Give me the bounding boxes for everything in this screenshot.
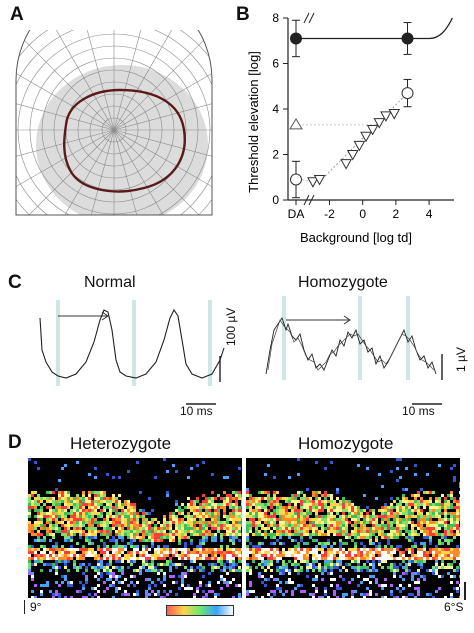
weber-line [319,92,408,183]
grid-spoke [16,49,115,131]
y-tick-label: 4 [272,102,279,116]
arrowhead [101,311,109,321]
grid-spoke [113,129,156,215]
grid-spoke [113,88,212,131]
oct-image-heterozygote [28,458,242,598]
grid-spoke [16,129,115,172]
oct-image-homozygote [246,458,460,598]
data-point-triangle-down [373,118,386,129]
y-tick-label: 6 [272,57,279,71]
grid-spoke [16,88,115,131]
stimulus-marker [358,296,362,380]
data-point-triangle-down [346,150,359,161]
data-point-triangle-down [353,140,366,152]
panel-d-letter: D [8,432,22,453]
data-point-triangle-down [307,177,319,188]
data-point-triangle-up [289,117,303,130]
isopter-outline [63,88,186,193]
normal-erg-trace [39,300,225,405]
stimulus-marker [56,300,60,386]
threshold-chart: 0 2 4 6 8 DA -2 0 2 4 Background [log td] Thresho… [246,11,454,245]
grid-spoke [113,129,212,215]
oct-title-homozygote: Homozygote [298,434,394,453]
oct-corner-label-right: 6°S [444,600,464,614]
x-tick-label: 4 [426,207,433,221]
oct-corner-label-left: 9° [30,600,42,614]
data-point-triangle-down [340,159,352,170]
scale-tick-left [24,600,25,614]
data-point-triangle-down [360,131,372,143]
saturation-curve [296,17,453,40]
panel-b-letter: B [236,4,250,25]
x-tick-label: 2 [393,207,400,221]
amp-scale-normal: 100 µV [224,307,238,346]
x-tick-label: DA [288,207,305,221]
axis-break [303,194,310,206]
stimulus-marker [208,300,212,386]
homozygote-erg-trace [265,296,443,405]
y-tick-label: 0 [272,193,279,207]
stimulus-marker [282,296,286,380]
panel-a-letter: A [10,4,24,25]
data-point-filled-circle [401,32,414,45]
grid-spoke [33,129,115,215]
axis-break [308,194,315,206]
y-tick-label: 2 [272,148,279,162]
x-tick-label: -2 [324,207,335,221]
visual-field-plot [15,30,213,216]
time-scale-normal: 10 ms [180,404,213,418]
scale-bar-vertical [464,582,466,600]
data-point-triangle-down [313,175,326,186]
grid-spoke [113,129,212,172]
y-axis-label: Threshold elevation [log] [246,51,261,193]
data-point-triangle-down [366,124,379,136]
grid-spoke [33,30,115,131]
erg-wave-noisy [265,316,437,375]
data-point-open-circle [290,173,302,186]
grid-spoke [113,49,212,131]
grid-spoke [72,30,115,131]
oct-colorbar [166,605,234,616]
grid-spoke [113,30,156,131]
trace-title-normal: Normal [84,274,136,291]
data-point-triangle-down [380,111,392,122]
grid-spoke [72,129,115,215]
grid-spoke [113,129,195,215]
x-axis-label: Background [log td] [300,230,412,245]
grid-spoke [113,129,212,211]
oct-title-heterozygote: Heterozygote [70,434,172,453]
arrowhead [343,315,351,325]
axis-break [308,12,315,24]
amp-scale-homozygote: 1 µV [454,347,468,372]
data-point-open-circle [401,87,414,100]
field-shaded-region [36,65,208,215]
panel-c-letter: C [8,272,22,293]
trace-title-homozygote: Homozygote [298,274,388,291]
data-point-filled-circle [290,32,302,45]
erg-wave [39,308,225,379]
time-scale-homozygote: 10 ms [402,404,435,418]
y-tick-label: 8 [272,11,279,25]
x-tick-label: 0 [359,207,366,221]
grid-spoke [16,129,115,215]
grid-spoke [113,30,195,131]
axis-break [303,12,310,24]
stimulus-marker [132,300,136,386]
data-point-triangle-down [388,109,401,120]
grid-spoke [16,129,115,211]
